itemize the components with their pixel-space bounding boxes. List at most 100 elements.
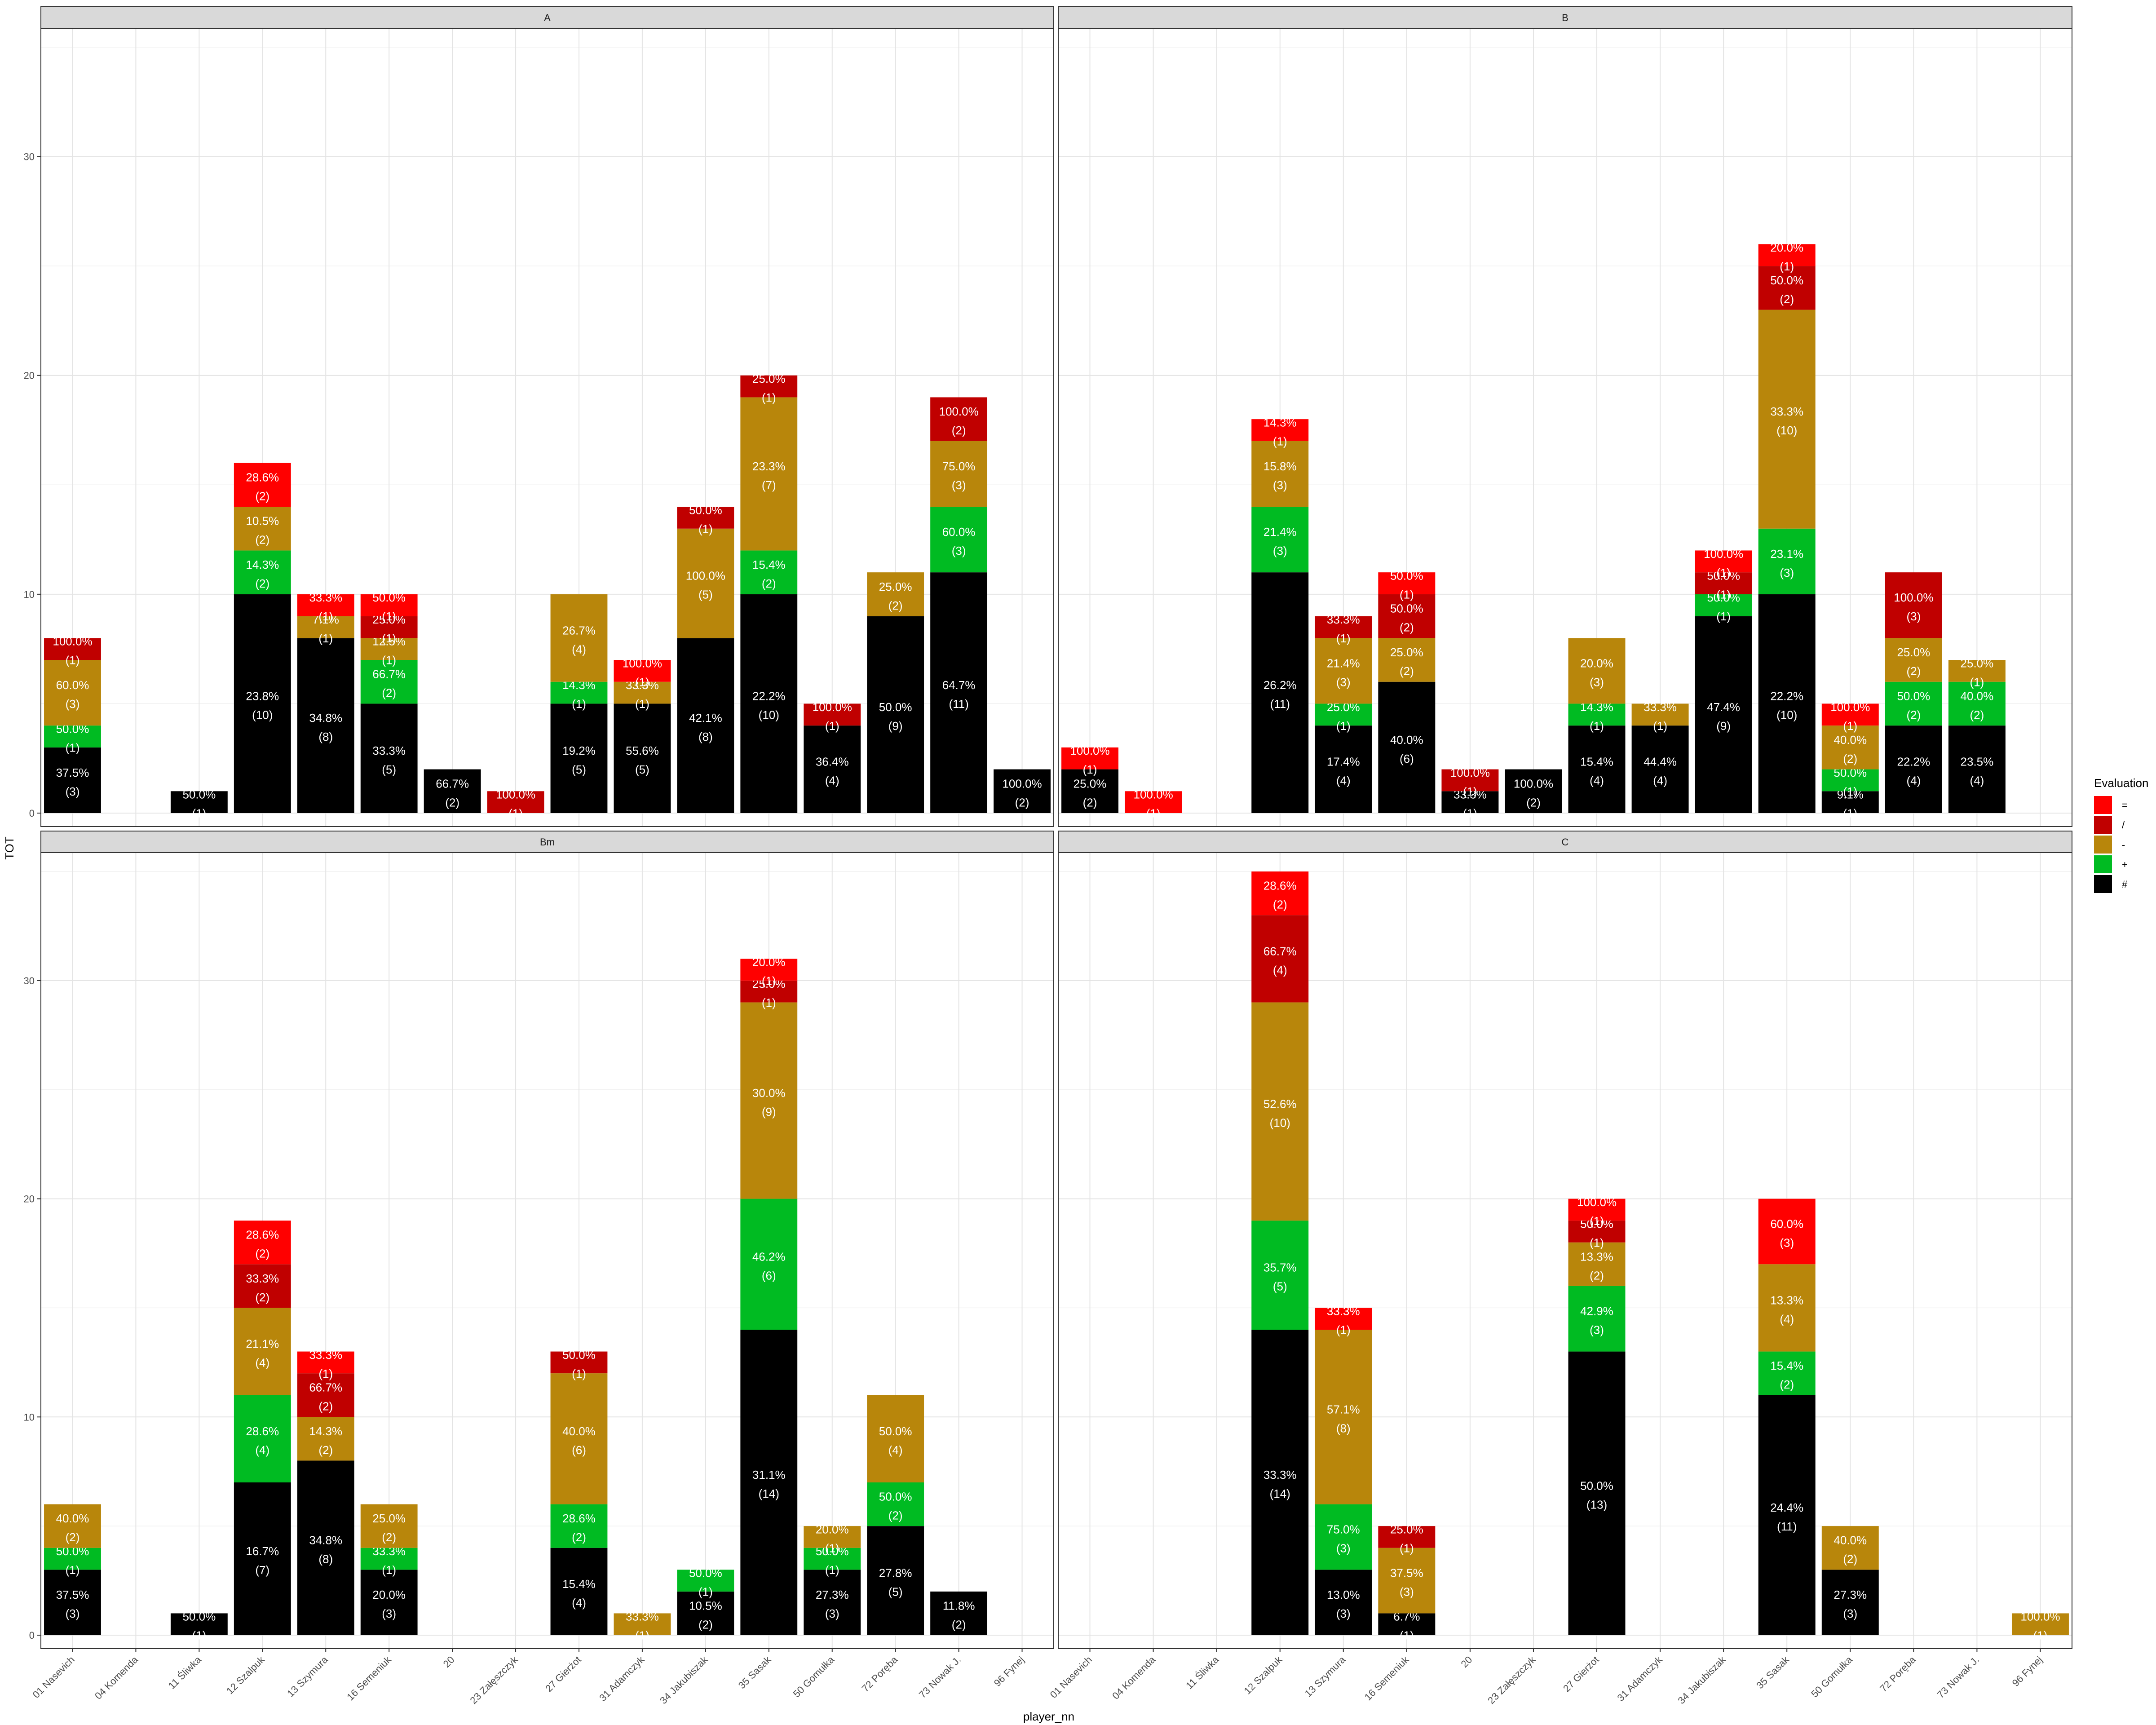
bar-label-count: (3) [1780, 566, 1794, 579]
bar-segment [1378, 1548, 1436, 1614]
bar-label-percent: 33.3% [1644, 700, 1677, 714]
bar-segment [1378, 572, 1436, 594]
bar-label-percent: 25.0% [1074, 777, 1107, 790]
bar-label-percent: 20.0% [752, 955, 786, 969]
bar-label-count: (8) [318, 730, 333, 743]
bar-segment [487, 791, 544, 813]
bar-segment [550, 1548, 608, 1635]
y-tick-label: 30 [24, 151, 35, 163]
bar-segment [424, 769, 481, 813]
bar-segment [614, 703, 671, 813]
bar-segment [1821, 1570, 1879, 1635]
bar-label-count: (1) [572, 1367, 586, 1380]
bar-label-count: (1) [1716, 610, 1731, 623]
facet-strip [40, 831, 1054, 853]
bar-label-count: (4) [1273, 963, 1287, 977]
bar-label-count: (11) [1270, 697, 1290, 711]
bar-label-percent: 50.0% [689, 503, 722, 517]
bar-label-count: (2) [318, 1400, 333, 1413]
bar-segment [1378, 1526, 1436, 1548]
bar-label-count: (2) [255, 533, 270, 547]
bar-label-count: (9) [1716, 719, 1731, 733]
bar-segment [297, 616, 354, 638]
bar-label-count: (10) [1270, 1116, 1290, 1129]
bar-label-percent: 35.7% [1264, 1261, 1297, 1274]
bar-label-count: (3) [952, 544, 966, 557]
y-tick-label: 0 [29, 1630, 35, 1641]
bar-segment [550, 1351, 608, 1374]
bar-label-count: (3) [1273, 544, 1287, 557]
bar-segment [1758, 1395, 1816, 1635]
facet-panel-b: B 25.0% (2) 100.0% (1) 100.0% (1) 26.2% (11) 21.4… [1058, 6, 2072, 827]
bar-label-count: (2) [952, 424, 966, 437]
bar-segment [1061, 769, 1119, 813]
y-tick-label: 0 [29, 808, 35, 819]
bar-label-count: (2) [1970, 708, 1984, 721]
bar-segment [1315, 1504, 1372, 1570]
bar-label-count: (2) [1780, 292, 1794, 306]
bar-label-count: (3) [66, 1607, 80, 1620]
bar-label-percent: 33.3% [246, 1272, 279, 1285]
bar-label-percent: 44.4% [1644, 755, 1677, 769]
legend-label: # [2122, 879, 2128, 890]
bar-segment [804, 1548, 861, 1570]
panel-border [1058, 28, 2072, 827]
bar-label-count: (8) [698, 730, 713, 743]
bar-label-count: (10) [1776, 424, 1797, 437]
bar-segment [740, 1199, 798, 1330]
bar-label-count: (2) [762, 577, 776, 590]
bar-segment [297, 1460, 354, 1635]
bar-segment [234, 1395, 291, 1482]
bar-label-percent: 33.3% [626, 1610, 659, 1623]
bar-label-percent: 15.4% [562, 1577, 596, 1591]
bar-label-percent: 46.2% [752, 1250, 786, 1263]
bar-label-count: (1) [1400, 1541, 1414, 1555]
bar-label-percent: 11.8% [943, 1599, 975, 1612]
bar-segment [234, 1482, 291, 1635]
bar-segment [550, 703, 608, 813]
bar-label-percent: 23.5% [1961, 755, 1994, 769]
bar-label-count: (1) [698, 1585, 713, 1599]
bar-label-count: (2) [1273, 898, 1287, 911]
bar-label-percent: 50.0% [1390, 569, 1423, 583]
bar-label-count: (10) [252, 708, 273, 721]
bar-label-count: (1) [66, 654, 80, 667]
y-tick-label: 20 [24, 1194, 35, 1205]
bar-label-percent: 13.0% [1327, 1588, 1360, 1601]
bar-label-percent: 13.3% [1770, 1293, 1803, 1307]
bar-segment [740, 959, 798, 981]
bar-segment [44, 1504, 101, 1548]
bar-label-percent: 100.0% [1450, 766, 1490, 779]
bar-label-count: (2) [1400, 664, 1414, 678]
bar-label-percent: 100.0% [496, 788, 535, 801]
bar-segment [1568, 703, 1626, 726]
bar-label-percent: 40.0% [1961, 689, 1994, 703]
bar-label-percent: 14.3% [246, 558, 279, 571]
bar-segment [677, 528, 734, 638]
bar-segment [360, 1504, 418, 1548]
bar-label-count: (8) [1336, 1421, 1351, 1435]
bar-label-percent: 33.3% [309, 1348, 342, 1362]
bar-segment [1631, 703, 1689, 726]
bar-label-percent: 50.0% [689, 1566, 722, 1580]
bar-label-count: (2) [382, 686, 396, 700]
bar-label-percent: 40.0% [1833, 1534, 1867, 1547]
bar-segment [234, 550, 291, 594]
bar-segment [1821, 703, 1879, 726]
bar-label-percent: 33.3% [1327, 613, 1360, 626]
bar-label-count: (2) [698, 1618, 713, 1631]
bar-label-count: (1) [762, 974, 776, 988]
bar-segment [1061, 747, 1119, 770]
legend: Evaluation = / - + # [2094, 776, 2148, 893]
bars: 37.5% (3) 50.0% (1) 60.0% (3) 100.0% (1) 50.0% (1… [44, 372, 1051, 820]
bar-label-count: (4) [1780, 1312, 1794, 1326]
bar-label-count: (3) [1400, 1585, 1414, 1599]
bar-label-percent: 100.0% [1894, 591, 1933, 604]
bar-label-percent: 33.3% [1770, 405, 1803, 418]
bar-label-percent: 25.0% [1390, 646, 1423, 659]
bar-segment [740, 397, 798, 551]
bar-label-percent: 100.0% [813, 700, 852, 714]
bar-label-percent: 50.0% [1770, 274, 1803, 287]
bar-label-percent: 14.3% [309, 1424, 342, 1438]
